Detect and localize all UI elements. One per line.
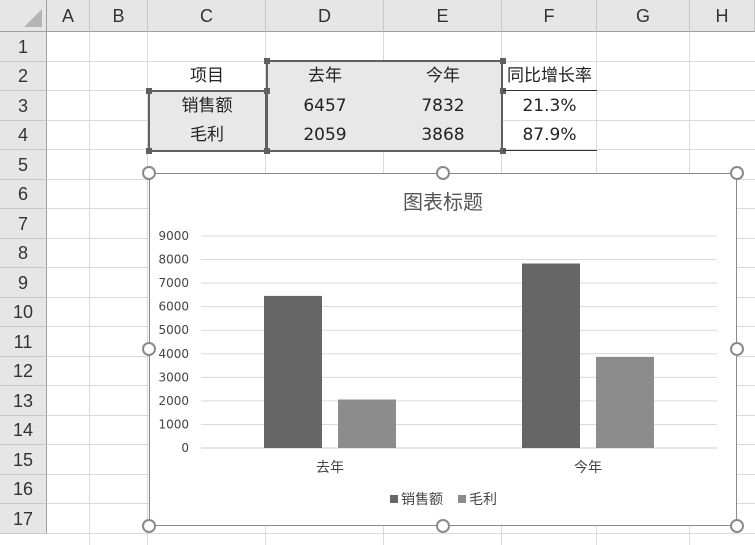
column-header-B[interactable]: B	[90, 0, 148, 32]
chart-resize-handle[interactable]	[142, 166, 156, 180]
table-header-cell[interactable]: 去年	[308, 66, 342, 86]
chart[interactable]: 图表标题 0 1000 2000 3000 4000 5000 6000 7000 8000 900…	[142, 166, 744, 533]
y-tick-label: 5000	[158, 323, 189, 337]
select-all-corner[interactable]	[0, 0, 47, 32]
x-category-label: 今年	[574, 460, 602, 476]
row-header-15[interactable]: 15	[0, 445, 47, 475]
chart-resize-handle[interactable]	[730, 519, 744, 533]
x-category-label: 去年	[316, 460, 344, 476]
column-header-E[interactable]: E	[384, 0, 502, 32]
row-header-14[interactable]: 14	[0, 416, 47, 445]
row-header-3[interactable]: 3	[0, 91, 47, 121]
range-handle[interactable]	[500, 88, 506, 94]
y-tick-label: 6000	[158, 300, 189, 314]
series-name-range-border	[148, 90, 267, 152]
select-all-triangle-icon	[24, 9, 42, 27]
table-cell[interactable]: 毛利	[190, 125, 224, 145]
table-cell[interactable]: 6457	[303, 96, 347, 116]
row-header-17[interactable]: 17	[0, 504, 47, 534]
y-tick-label: 0	[181, 441, 189, 455]
gridline-vertical	[89, 32, 90, 545]
gridline-vertical	[147, 32, 148, 545]
chart-resize-handle[interactable]	[436, 166, 450, 180]
y-tick-label: 4000	[158, 347, 189, 361]
table-cell[interactable]: 2059	[303, 125, 347, 145]
data-range-border	[266, 60, 503, 152]
y-tick-label: 1000	[158, 417, 189, 431]
row-header-12[interactable]: 12	[0, 357, 47, 386]
table-cell[interactable]: 87.9%	[522, 125, 577, 145]
range-handle[interactable]	[146, 88, 152, 94]
row-header-8[interactable]: 8	[0, 239, 47, 268]
column-header-H[interactable]: H	[690, 0, 755, 32]
selected-range-fill	[149, 92, 266, 150]
column-header-F[interactable]: F	[502, 0, 597, 32]
table-cell[interactable]: 7832	[421, 96, 465, 116]
table-header-cell[interactable]: 项目	[190, 66, 224, 86]
row-header-4[interactable]: 4	[0, 121, 47, 150]
y-tick-label: 2000	[158, 394, 189, 408]
y-tick-label: 3000	[158, 370, 189, 384]
y-tick-label: 7000	[158, 276, 189, 290]
row-header-2[interactable]: 2	[0, 62, 47, 91]
column-header-A[interactable]: A	[47, 0, 90, 32]
chart-resize-handle[interactable]	[142, 342, 156, 356]
row-header-16[interactable]: 16	[0, 475, 47, 504]
range-handle[interactable]	[264, 88, 270, 94]
column-header-C[interactable]: C	[148, 0, 266, 32]
cell-border-bottom	[503, 150, 597, 151]
y-tick-label: 8000	[158, 253, 189, 267]
row-header-1[interactable]: 1	[0, 32, 47, 62]
table-header-cell[interactable]: 同比增长率	[507, 66, 592, 86]
chart-resize-handle[interactable]	[730, 342, 744, 356]
legend-swatch	[458, 495, 466, 503]
range-handle[interactable]	[146, 148, 152, 154]
row-header-6[interactable]: 6	[0, 180, 47, 209]
table-cell[interactable]: 21.3%	[522, 96, 577, 116]
column-header-D[interactable]: D	[266, 0, 384, 32]
table-header-cell[interactable]: 今年	[426, 66, 460, 86]
table-cell[interactable]: 销售额	[181, 96, 233, 116]
range-handle[interactable]	[264, 148, 270, 154]
gridline-horizontal	[47, 533, 755, 534]
table-cell[interactable]: 3868	[421, 125, 465, 145]
row-header-9[interactable]: 9	[0, 268, 47, 298]
row-header-10[interactable]: 10	[0, 298, 47, 327]
row-header-13[interactable]: 13	[0, 386, 47, 416]
row-header-11[interactable]: 11	[0, 327, 47, 357]
bar-毛利-今年[interactable]	[596, 356, 654, 448]
chart-resize-handle[interactable]	[436, 519, 450, 533]
range-handle[interactable]	[264, 58, 270, 64]
chart-canvas: 图表标题 0 1000 2000 3000 4000 5000 6000 7000 8000 900…	[158, 190, 717, 508]
y-tick-label: 9000	[158, 229, 189, 243]
cell-border-bottom	[503, 90, 597, 91]
row-header-5[interactable]: 5	[0, 150, 47, 180]
column-header-G[interactable]: G	[597, 0, 690, 32]
chart-title[interactable]: 图表标题	[403, 190, 483, 214]
legend-swatch	[390, 495, 398, 503]
range-handle[interactable]	[500, 148, 506, 154]
selected-range-fill	[267, 62, 502, 150]
bar-销售额-今年[interactable]	[522, 263, 580, 448]
range-handle[interactable]	[500, 58, 506, 64]
bar-毛利-去年[interactable]	[338, 399, 396, 448]
chart-resize-handle[interactable]	[730, 166, 744, 180]
bar-销售额-去年[interactable]	[264, 295, 322, 448]
legend-label[interactable]: 销售额	[401, 492, 443, 508]
legend-label[interactable]: 毛利	[469, 492, 497, 508]
chart-resize-handle[interactable]	[142, 519, 156, 533]
row-header-7[interactable]: 7	[0, 209, 47, 239]
